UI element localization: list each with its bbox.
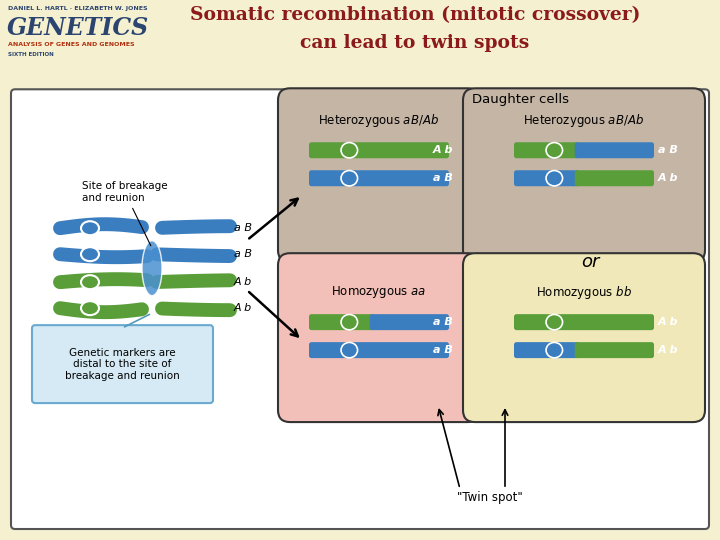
Text: can lead to twin spots: can lead to twin spots (300, 34, 530, 52)
FancyBboxPatch shape (309, 142, 449, 158)
Text: A b: A b (657, 345, 678, 355)
Text: DANIEL L. HARTL · ELIZABETH W. JONES: DANIEL L. HARTL · ELIZABETH W. JONES (8, 6, 148, 11)
Ellipse shape (341, 171, 358, 186)
Text: A b: A b (657, 317, 678, 327)
Text: SIXTH EDITION: SIXTH EDITION (8, 52, 54, 57)
Text: Genetic markers are
distal to the site of
breakage and reunion: Genetic markers are distal to the site o… (65, 348, 179, 381)
FancyBboxPatch shape (309, 170, 449, 186)
Ellipse shape (546, 171, 562, 186)
FancyBboxPatch shape (514, 342, 580, 358)
Text: Heterozygous $aB$/$Ab$: Heterozygous $aB$/$Ab$ (318, 112, 440, 129)
FancyBboxPatch shape (463, 89, 705, 262)
FancyBboxPatch shape (278, 89, 480, 262)
Ellipse shape (81, 221, 99, 235)
FancyBboxPatch shape (575, 342, 654, 358)
Ellipse shape (81, 247, 99, 261)
Text: A b: A b (657, 173, 678, 183)
FancyBboxPatch shape (11, 89, 709, 529)
Ellipse shape (142, 241, 162, 296)
Text: a B: a B (433, 173, 453, 183)
Text: "Twin spot": "Twin spot" (457, 490, 523, 503)
FancyBboxPatch shape (309, 314, 374, 330)
Ellipse shape (81, 301, 99, 315)
FancyBboxPatch shape (278, 253, 480, 422)
Text: a B: a B (234, 249, 252, 259)
Ellipse shape (341, 314, 358, 330)
FancyBboxPatch shape (32, 325, 213, 403)
Text: a B: a B (433, 345, 453, 355)
Text: or: or (581, 253, 599, 271)
Text: A b: A b (234, 277, 252, 287)
Text: a B: a B (658, 145, 678, 156)
Ellipse shape (546, 314, 562, 330)
Text: GENETICS: GENETICS (7, 16, 149, 40)
Text: Homozygous $aa$: Homozygous $aa$ (331, 284, 427, 300)
FancyBboxPatch shape (463, 253, 705, 422)
Ellipse shape (81, 275, 99, 289)
FancyBboxPatch shape (575, 170, 654, 186)
FancyBboxPatch shape (370, 314, 449, 330)
Text: a B: a B (433, 317, 453, 327)
Text: a B: a B (234, 223, 252, 233)
Text: A b: A b (234, 303, 252, 313)
Ellipse shape (546, 342, 562, 358)
Text: Site of breakage
and reunion: Site of breakage and reunion (82, 181, 168, 246)
Text: A b: A b (433, 145, 453, 156)
Text: Homozygous $bb$: Homozygous $bb$ (536, 284, 632, 301)
Text: Heterozygous $aB$/$Ab$: Heterozygous $aB$/$Ab$ (523, 112, 644, 129)
FancyBboxPatch shape (514, 170, 580, 186)
FancyBboxPatch shape (309, 342, 449, 358)
FancyBboxPatch shape (514, 142, 580, 158)
Ellipse shape (341, 342, 358, 358)
Text: Somatic recombination (mitotic crossover): Somatic recombination (mitotic crossover… (190, 6, 640, 24)
Text: Daughter cells: Daughter cells (472, 93, 569, 106)
FancyBboxPatch shape (514, 314, 654, 330)
Text: ANALYSIS OF GENES AND GENOMES: ANALYSIS OF GENES AND GENOMES (8, 42, 135, 47)
Ellipse shape (546, 143, 562, 158)
Ellipse shape (341, 143, 358, 158)
FancyBboxPatch shape (575, 142, 654, 158)
